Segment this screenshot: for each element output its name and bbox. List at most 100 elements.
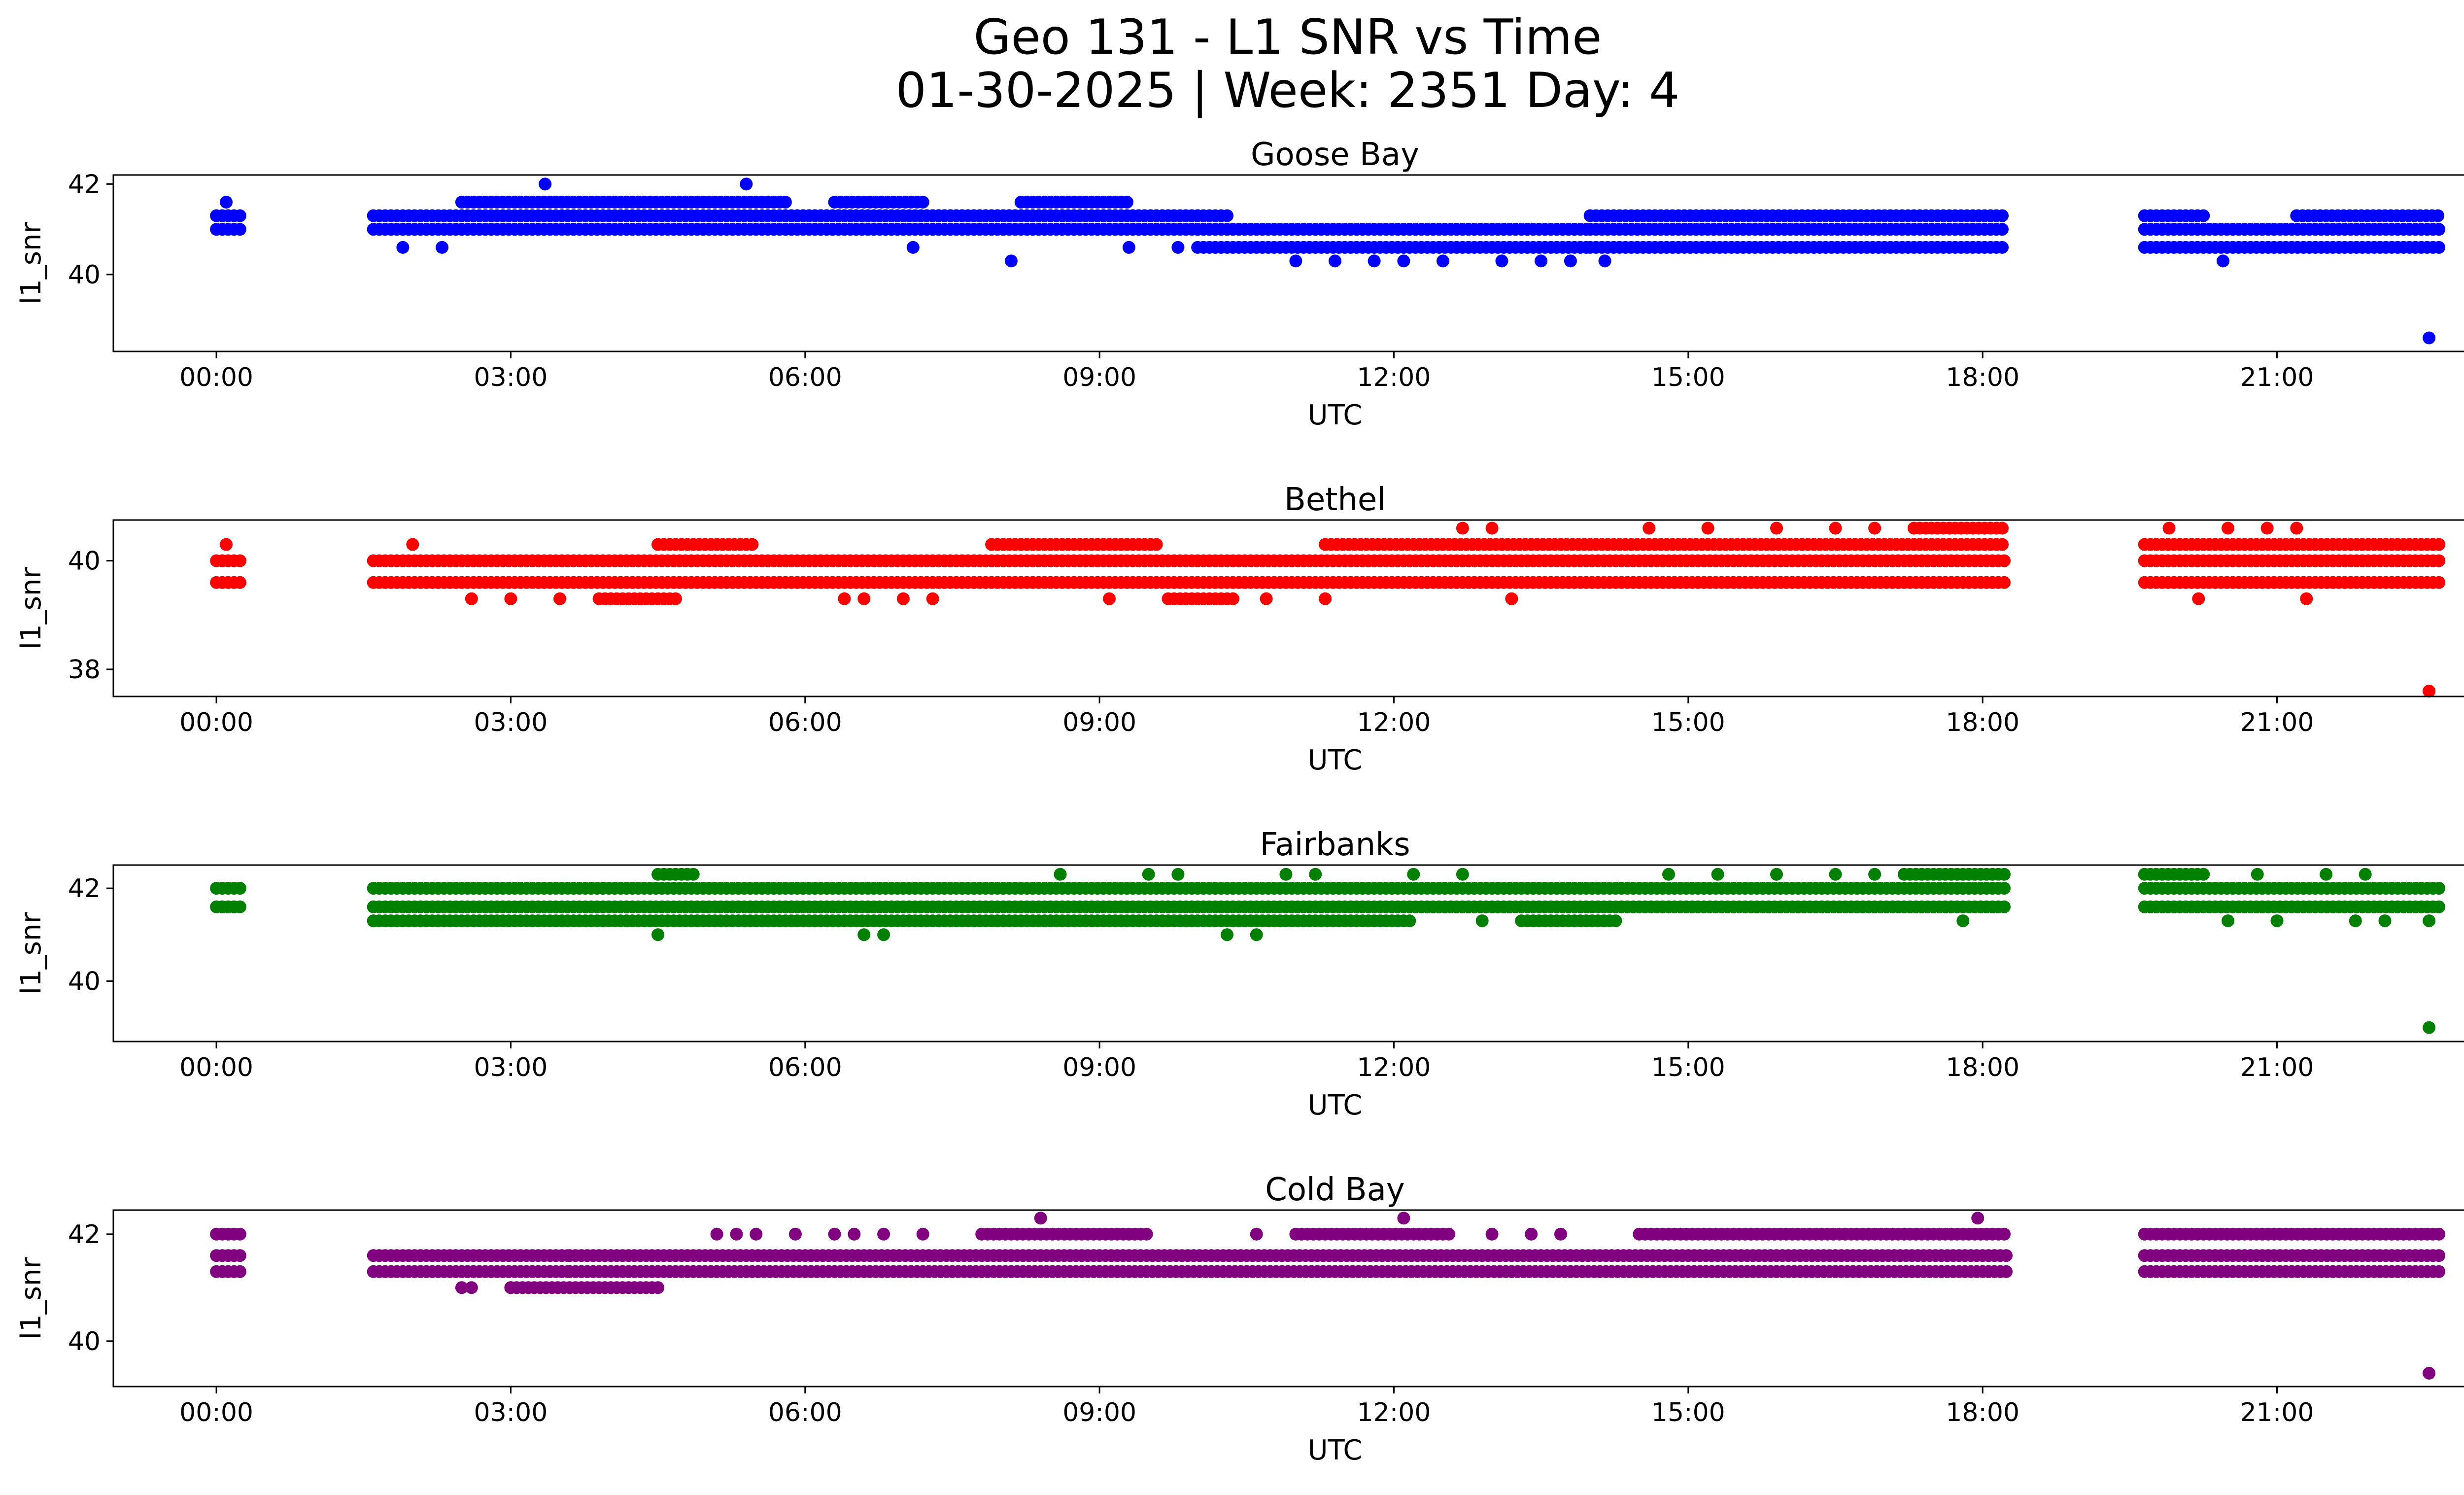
data-point [1535, 254, 1548, 268]
data-point [730, 1227, 743, 1241]
data-point [926, 592, 939, 605]
data-point [2423, 331, 2436, 345]
y-tick-label: 40 [68, 1327, 101, 1356]
data-point [233, 900, 246, 913]
data-point [1456, 868, 1469, 881]
data-point [669, 592, 682, 605]
data-point [916, 196, 929, 209]
data-point [1437, 254, 1449, 268]
x-tick-label: 21:00 [2240, 363, 2314, 392]
data-point [1103, 592, 1116, 605]
x-tick-label: 00:00 [179, 1398, 253, 1427]
data-point [906, 241, 920, 254]
data-point [233, 1265, 246, 1278]
figure-title-line1: Geo 131 - L1 SNR vs Time [973, 9, 1602, 66]
data-point [465, 1281, 478, 1294]
data-point [233, 1227, 246, 1241]
data-point [1289, 254, 1302, 268]
data-point [1770, 522, 1783, 535]
data-point [1250, 1227, 1263, 1241]
data-point [1564, 254, 1577, 268]
x-tick-label: 21:00 [2240, 1053, 2314, 1082]
data-point [465, 592, 478, 605]
data-point [504, 1281, 517, 1294]
data-point [1150, 538, 1163, 551]
data-point [1609, 914, 1622, 928]
data-point [1034, 1212, 1047, 1225]
subplot-title: Bethel [1284, 482, 1386, 518]
x-tick-label: 00:00 [179, 1053, 253, 1082]
data-point [1221, 928, 1233, 941]
data-point [788, 1227, 802, 1241]
data-point [1956, 914, 1970, 928]
x-tick-label: 09:00 [1062, 363, 1136, 392]
data-point [1221, 209, 1233, 222]
subplot-title: Cold Bay [1265, 1172, 1405, 1208]
data-point [1054, 868, 1067, 881]
data-point [2192, 592, 2205, 605]
x-tick-label: 06:00 [768, 708, 842, 737]
x-tick-label: 12:00 [1357, 1398, 1431, 1427]
data-point [2217, 254, 2229, 268]
data-point [1171, 241, 1185, 254]
data-point [2432, 223, 2446, 236]
data-point [2432, 1249, 2446, 1262]
data-point [1442, 1227, 1455, 1241]
data-point [1485, 1227, 1499, 1241]
data-point [1998, 900, 2011, 913]
data-point [746, 538, 759, 551]
x-tick-label: 03:00 [474, 708, 548, 737]
x-tick-label: 06:00 [768, 363, 842, 392]
y-tick-label: 42 [68, 1220, 101, 1250]
data-point [1643, 522, 1656, 535]
data-point [2423, 1366, 2436, 1380]
data-point [2300, 592, 2313, 605]
data-point [2000, 1265, 2013, 1278]
x-tick-label: 06:00 [768, 1398, 842, 1427]
x-axis-label: UTC [1307, 744, 1362, 776]
data-point [233, 882, 246, 895]
x-axis-label: UTC [1307, 399, 1362, 431]
y-axis-label: l1_snr [15, 912, 47, 995]
data-point [1279, 868, 1293, 881]
data-point [857, 592, 871, 605]
data-point [436, 241, 448, 254]
data-point [2423, 685, 2436, 697]
data-point [2197, 209, 2210, 222]
data-point [2359, 868, 2372, 881]
x-tick-label: 06:00 [768, 1053, 842, 1082]
data-point [1505, 592, 1518, 605]
subplot-title: Fairbanks [1260, 827, 1410, 863]
data-point [396, 241, 410, 254]
x-axis-label: UTC [1307, 1434, 1362, 1466]
data-point [553, 592, 566, 605]
data-point [1004, 254, 1018, 268]
data-point [1403, 914, 1416, 928]
x-tick-label: 18:00 [1946, 363, 2019, 392]
data-point [651, 928, 665, 941]
data-point [1971, 1212, 1985, 1225]
data-point [1397, 254, 1410, 268]
data-point [2290, 522, 2303, 535]
x-tick-label: 03:00 [474, 363, 548, 392]
x-tick-label: 15:00 [1651, 1398, 1725, 1427]
x-tick-label: 21:00 [2240, 1398, 2314, 1427]
data-point [1171, 868, 1185, 881]
x-axis-label: UTC [1307, 1089, 1362, 1121]
data-point [2320, 868, 2333, 881]
axes-frame [112, 519, 2464, 697]
y-axis-label: l1_snr [15, 222, 47, 305]
data-point [406, 538, 419, 551]
data-point [877, 1227, 890, 1241]
data-point [1120, 196, 1133, 209]
x-tick-label: 09:00 [1062, 708, 1136, 737]
figure-title-line2: 01-30-2025 | Week: 2351 Day: 4 [895, 63, 1680, 119]
data-point [2222, 914, 2234, 928]
data-point [2162, 522, 2176, 535]
x-tick-label: 09:00 [1062, 1398, 1136, 1427]
data-point [2432, 1227, 2446, 1241]
data-point [2431, 209, 2445, 222]
y-axis-label: l1_snr [15, 1257, 47, 1340]
data-point [2432, 554, 2446, 567]
